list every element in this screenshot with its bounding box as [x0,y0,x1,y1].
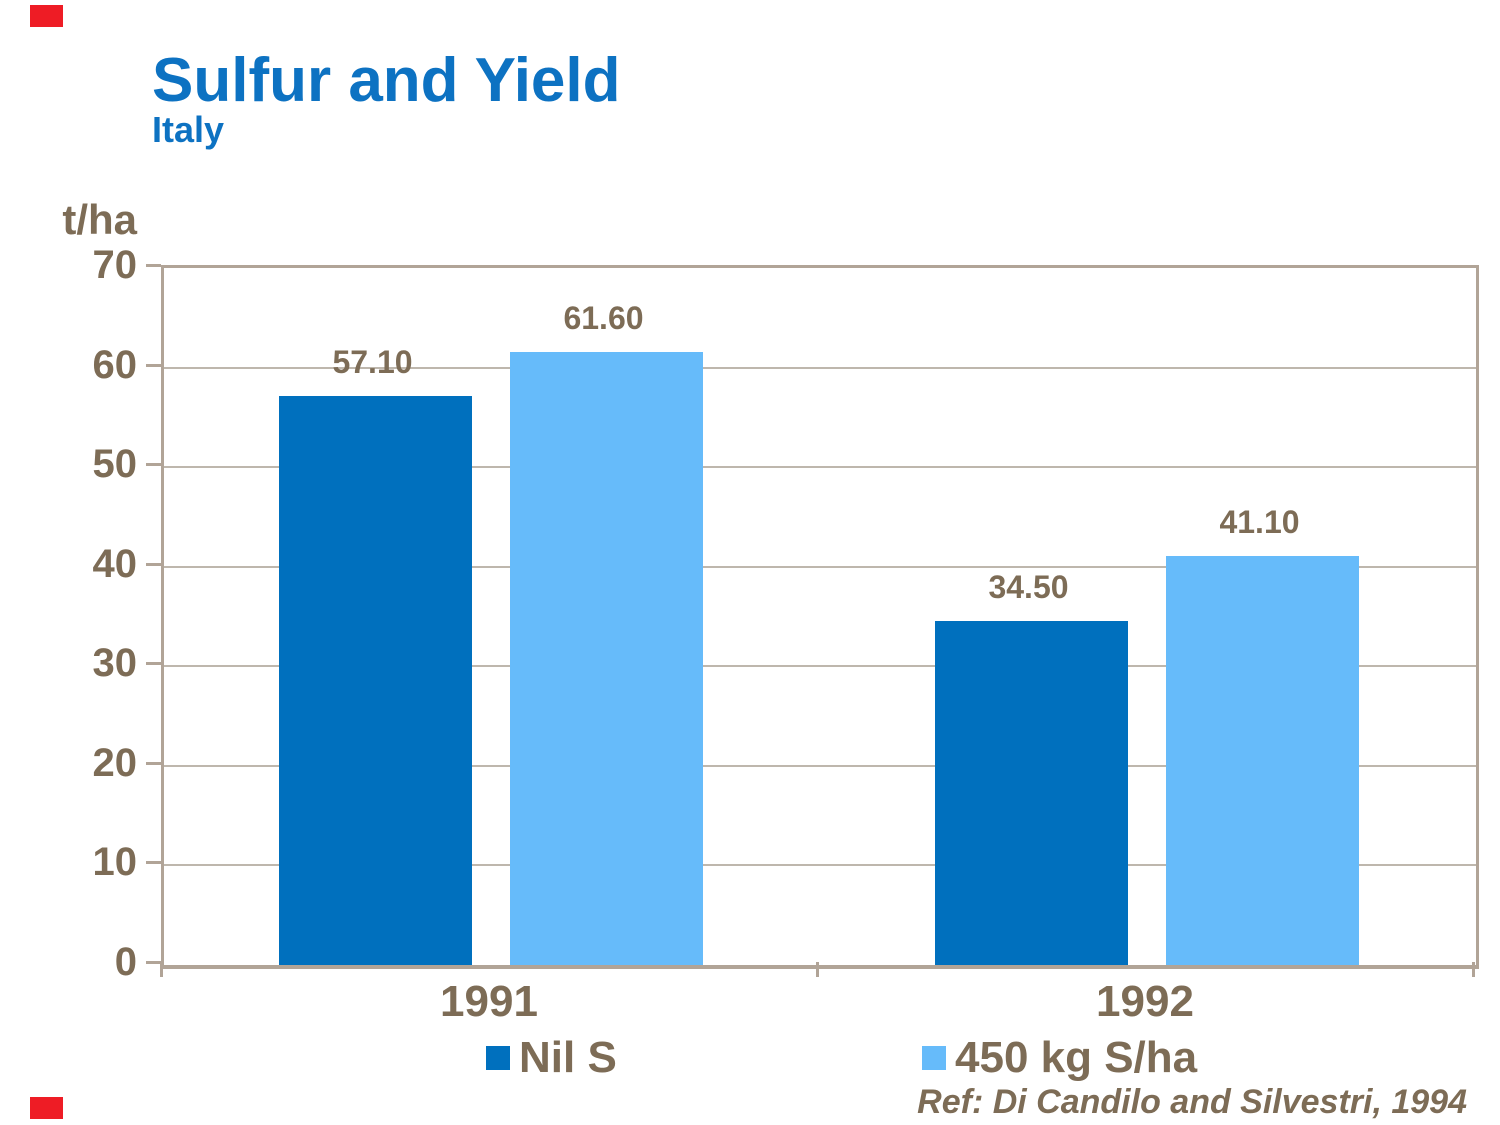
reference-citation: Ref: Di Candilo and Silvestri, 1994 [917,1083,1467,1121]
legend-label-450kg: 450 kg S/ha [955,1033,1198,1082]
data-label-1991-0: 57.10 [332,344,413,381]
y-axis-tick [146,264,161,267]
y-tick-label-70: 70 [92,243,138,287]
y-tick-label-40: 40 [92,541,138,586]
y-tick-label-30: 30 [92,641,138,686]
x-axis-tick [160,962,163,977]
legend-item-nil-s: Nil S [486,1032,617,1084]
red-corner-mark-bottom [30,1097,63,1119]
legend-swatch-nil-s [486,1046,510,1070]
gridline-30 [164,665,1476,668]
data-label-1992-0: 34.50 [988,569,1069,606]
y-axis-tick [146,662,161,666]
gridline-50 [164,466,1476,469]
x-tick-label-1991: 1991 [440,977,538,1026]
bar-nil-s-1991 [279,396,472,965]
y-tick-label-20: 20 [92,740,138,785]
y-axis-tick [146,761,161,765]
y-tick-label-50: 50 [92,442,138,487]
y-tick-label-60: 60 [92,342,138,387]
y-tick-label-0: 0 [114,940,137,984]
y-axis-tick [146,961,161,964]
y-axis-tick [146,463,161,467]
x-axis-tick [1472,962,1475,977]
bar-450-kg-s-ha-1992 [1166,555,1359,965]
data-label-1991-1: 61.60 [563,299,644,336]
red-corner-mark-top [30,5,63,27]
x-tick-label-1992: 1992 [1096,977,1194,1026]
y-tick-label-10: 10 [92,840,138,885]
gridline-10 [164,864,1476,867]
gridline-40 [164,565,1476,568]
legend-swatch-450kg [922,1046,946,1070]
legend-label-nil-s: Nil S [519,1033,617,1082]
plot-area [161,265,1479,969]
data-label-1992-1: 41.10 [1219,503,1300,540]
y-axis-tick [146,562,161,566]
y-axis-tick [146,861,161,865]
chart-subtitle: Italy [152,109,225,150]
x-axis-tick [816,962,819,977]
y-axis-tick [146,363,161,367]
y-axis-unit-label: t/ha [62,196,137,243]
legend-item-450kg: 450 kg S/ha [922,1032,1197,1084]
gridline-20 [164,764,1476,767]
gridline-60 [164,366,1476,369]
chart-title: Sulfur and Yield [152,46,621,115]
bar-nil-s-1992 [935,621,1128,965]
bar-450-kg-s-ha-1991 [510,351,703,965]
